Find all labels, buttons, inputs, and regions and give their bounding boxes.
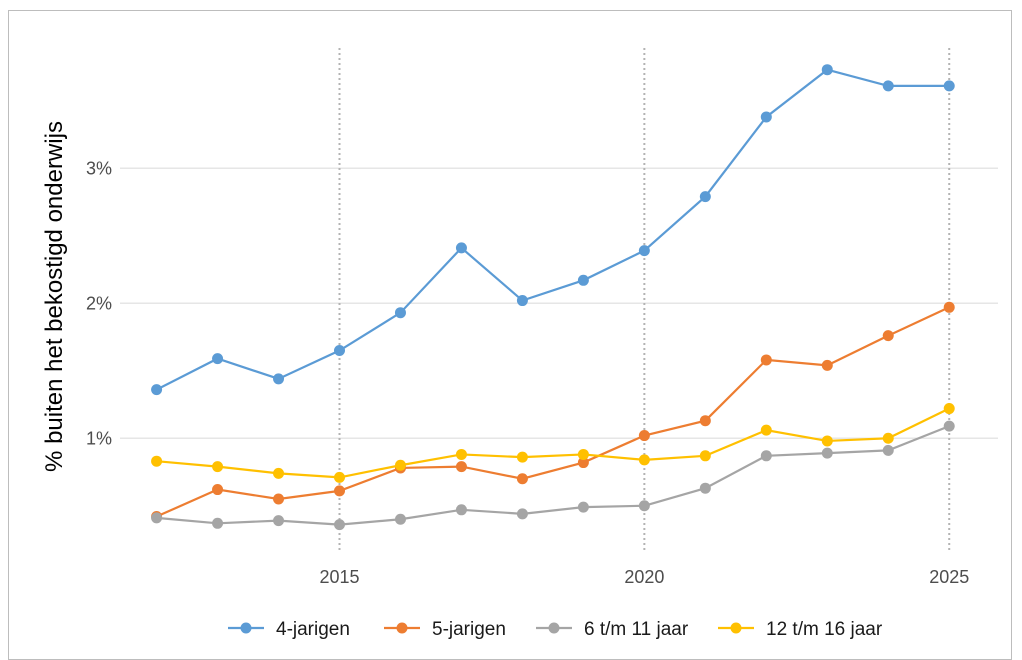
- data-point: [943, 403, 955, 415]
- legend-item: 4-jarigen: [228, 619, 350, 640]
- data-point: [821, 447, 833, 459]
- series-line: [156, 425, 950, 526]
- x-tick-label: 2015: [319, 567, 359, 587]
- data-point: [882, 80, 894, 92]
- data-point: [455, 448, 467, 460]
- data-point: [455, 242, 467, 254]
- data-point: [273, 373, 285, 385]
- data-point: [638, 500, 650, 512]
- data-point: [882, 330, 894, 342]
- data-point: [212, 517, 224, 529]
- y-axis-label: % buiten het bekostigd onderwijs: [41, 121, 68, 472]
- data-point: [516, 295, 528, 307]
- y-tick-label: 3%: [86, 158, 112, 178]
- data-point: [151, 455, 163, 467]
- data-point: [151, 512, 163, 524]
- legend-item: 5-jarigen: [384, 619, 506, 640]
- data-point: [273, 467, 285, 479]
- x-tick-label: 2020: [624, 567, 664, 587]
- legend-label: 5-jarigen: [432, 619, 506, 640]
- data-point: [882, 444, 894, 456]
- legend: 4-jarigen 5-jarigen 6 t/m 11 jaar 12 t/m 16…: [228, 619, 883, 640]
- data-point: [455, 461, 467, 473]
- data-point: [212, 484, 224, 496]
- data-point: [699, 450, 711, 462]
- legend-swatch-point: [240, 622, 252, 634]
- data-point: [699, 191, 711, 203]
- legend-item: 6 t/m 11 jaar: [536, 619, 689, 640]
- data-point: [699, 415, 711, 427]
- data-point: [760, 424, 772, 436]
- data-point: [943, 420, 955, 432]
- series-line: [156, 407, 950, 479]
- data-point: [638, 430, 650, 442]
- series-layer: [151, 64, 955, 531]
- data-point: [455, 504, 467, 516]
- series-line: [156, 68, 950, 391]
- legend-swatch-point: [548, 622, 560, 634]
- reference-lines: [338, 48, 951, 553]
- data-point: [273, 515, 285, 527]
- data-point: [516, 473, 528, 485]
- data-point: [638, 454, 650, 466]
- y-tick-label: 1%: [86, 428, 112, 448]
- data-point: [638, 245, 650, 257]
- data-point: [212, 353, 224, 365]
- data-point: [394, 459, 406, 471]
- data-point: [577, 457, 589, 469]
- data-point: [151, 384, 163, 396]
- data-point: [273, 493, 285, 505]
- legend-label: 12 t/m 16 jaar: [766, 619, 883, 640]
- data-point: [943, 301, 955, 313]
- y-axis-ticks: 1% 2% 3%: [86, 158, 112, 448]
- data-point: [394, 307, 406, 319]
- data-point: [821, 435, 833, 447]
- data-point: [516, 451, 528, 463]
- series-4-jarigen: [151, 64, 955, 396]
- x-axis-ticks: 2015 2020 2025: [319, 567, 969, 587]
- data-point: [699, 482, 711, 494]
- legend-item: 12 t/m 16 jaar: [718, 619, 883, 640]
- data-point: [577, 274, 589, 286]
- data-point: [334, 519, 345, 531]
- data-point: [821, 359, 833, 371]
- data-point: [760, 450, 772, 462]
- series-6-t-m-11-jaar: [151, 420, 955, 531]
- y-tick-label: 2%: [86, 293, 112, 313]
- data-point: [577, 501, 589, 513]
- grid-layer: [120, 167, 998, 440]
- data-point: [760, 111, 772, 123]
- series-line: [156, 306, 950, 518]
- legend-swatch-point: [396, 622, 408, 634]
- data-point: [394, 513, 406, 525]
- series-12-t-m-16-jaar: [151, 403, 955, 483]
- data-point: [821, 64, 833, 76]
- series-5-jarigen: [151, 301, 955, 523]
- legend-label: 4-jarigen: [276, 619, 350, 640]
- data-point: [943, 80, 955, 92]
- chart-frame: [8, 10, 1012, 660]
- data-point: [882, 432, 894, 444]
- data-point: [334, 485, 345, 497]
- x-tick-label: 2025: [929, 567, 969, 587]
- data-point: [334, 345, 345, 356]
- data-point: [212, 461, 224, 473]
- legend-label: 6 t/m 11 jaar: [584, 619, 689, 640]
- data-point: [334, 471, 345, 483]
- data-point: [516, 508, 528, 520]
- data-point: [577, 448, 589, 460]
- data-point: [760, 354, 772, 366]
- legend-swatch-point: [730, 622, 742, 634]
